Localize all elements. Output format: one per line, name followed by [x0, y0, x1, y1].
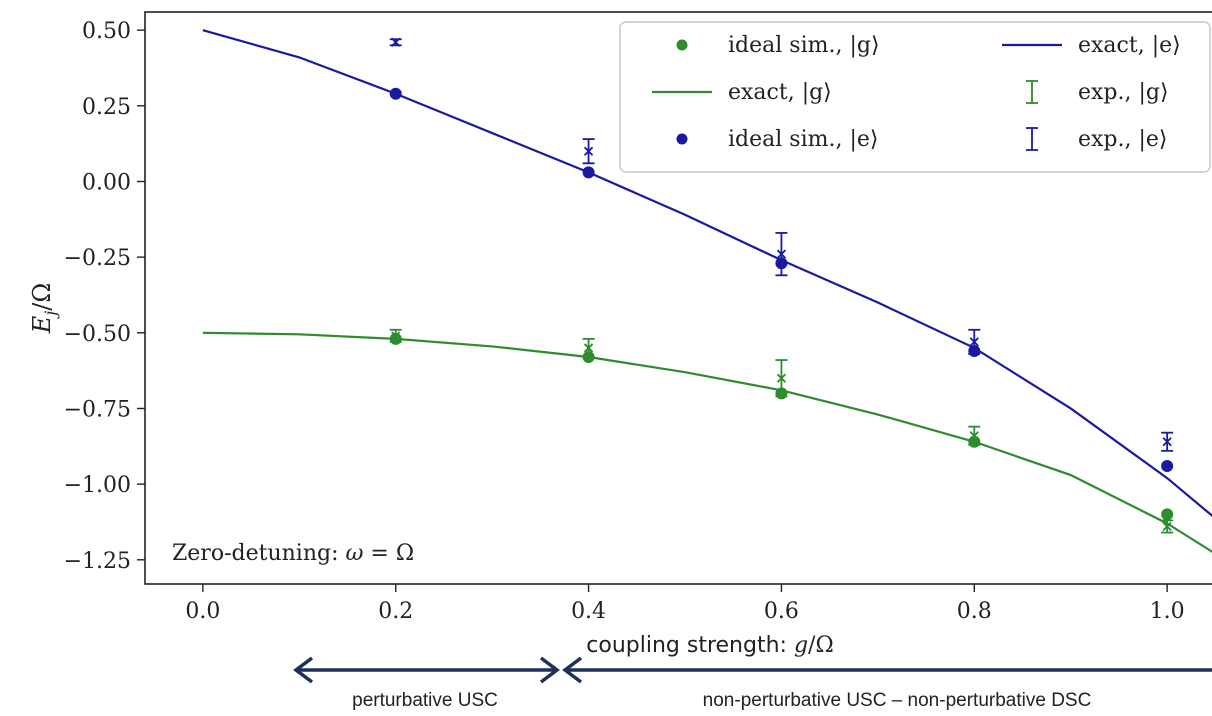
perturbative-arrow-left-head [293, 656, 314, 684]
errorbar-marker [583, 343, 594, 353]
non-perturbative-arrow-left-head [562, 656, 583, 684]
y-axis-label: Ej/Ω [28, 283, 60, 334]
errorbar-exp-e- [775, 232, 788, 277]
non-perturbative-label: non-perturbative USC – non-perturbative … [703, 690, 1092, 711]
legend-dot-marker [676, 39, 688, 51]
errorbar-exp-g- [775, 359, 788, 398]
x-tick-label: 1.0 [1150, 599, 1185, 624]
legend-label: ideal sim., |e⟩ [728, 127, 878, 152]
legend-item: ideal sim., |e⟩ [676, 127, 878, 152]
errorbar-marker [583, 146, 594, 156]
errorbar-marker [391, 331, 401, 341]
legend-item: exact, |e⟩ [1002, 33, 1181, 58]
errorbar-exp-g- [968, 425, 981, 446]
perturbative-arrow-right-head [539, 656, 560, 684]
y-tick-label: −0.75 [64, 397, 131, 422]
series-layer [202, 29, 1212, 553]
y-tick-label: −0.25 [64, 246, 131, 271]
errorbar-marker [1162, 437, 1172, 447]
y-tick-label: 0.00 [82, 170, 131, 195]
plot-frame [144, 11, 1212, 585]
errorbar-marker [776, 373, 787, 383]
y-tick-label: −0.50 [64, 322, 131, 347]
errorbar-exp-e- [582, 138, 595, 165]
errorbar-marker [969, 337, 979, 347]
data-point-ideal-sim-e- [389, 87, 402, 100]
errorbar-exp-e- [389, 37, 402, 47]
x-tick-label: 0.4 [571, 599, 606, 624]
data-point-ideal-sim-e- [582, 166, 595, 179]
legend-label: exact, |g⟩ [728, 80, 832, 105]
legend-item: ideal sim., |g⟩ [676, 33, 880, 58]
series-line-exact-g- [202, 331, 1212, 553]
legend-item: exp., |e⟩ [1026, 127, 1168, 152]
series-line-exact-e- [202, 29, 1212, 518]
legend-dot-marker [676, 133, 688, 145]
regime-arrows: perturbative USC non-perturbative USC – … [293, 656, 1212, 711]
errorbar-marker [1162, 521, 1172, 532]
errorbar-marker [969, 431, 979, 441]
errorbar-marker [391, 37, 401, 47]
errorbar-exp-g- [389, 328, 402, 343]
legend-label: exp., |g⟩ [1078, 80, 1169, 105]
errorbar-exp-e- [968, 328, 981, 355]
x-tick-label: 0.2 [378, 599, 413, 624]
errorbar-marker [776, 249, 787, 259]
errorbar-exp-g- [582, 337, 595, 358]
x-axis-label: coupling strength: g/Ω [586, 633, 833, 658]
legend-item: exact, |g⟩ [652, 80, 832, 105]
perturbative-usc-label: perturbative USC [352, 690, 498, 711]
y-tick-label: −1.00 [64, 473, 131, 498]
zero-detuning-annotation: Zero-detuning: ω = Ω [172, 541, 414, 566]
ticks-layer: 0.0 0.2 0.4 0.6 0.8 1.0 0.50 0.25 0.00 −0.25 −0.50… [64, 19, 1185, 624]
legend-items: ideal sim., |g⟩ exact, |e⟩ exact, |g⟩ exp.,… [652, 33, 1181, 152]
x-tick-label: 0.6 [764, 599, 799, 624]
legend-box [619, 21, 1211, 173]
legend: ideal sim., |g⟩ exact, |e⟩ exact, |g⟩ exp.,… [619, 21, 1211, 173]
y-tick-label: −1.25 [64, 549, 131, 574]
legend-label: exact, |e⟩ [1078, 33, 1181, 58]
y-tick-label: 0.50 [82, 19, 131, 44]
errorbar-exp-e- [1161, 431, 1174, 452]
legend-item: exp., |g⟩ [1026, 80, 1169, 105]
y-tick-label: 0.25 [82, 95, 131, 120]
x-tick-label: 0.0 [185, 599, 220, 624]
legend-label: ideal sim., |g⟩ [728, 33, 880, 58]
data-point-ideal-sim-g- [1161, 508, 1174, 521]
x-tick-label: 0.8 [957, 599, 992, 624]
legend-label: exp., |e⟩ [1078, 127, 1168, 152]
data-point-ideal-sim-e- [1161, 459, 1174, 472]
errorbar-exp-g- [1161, 519, 1174, 534]
